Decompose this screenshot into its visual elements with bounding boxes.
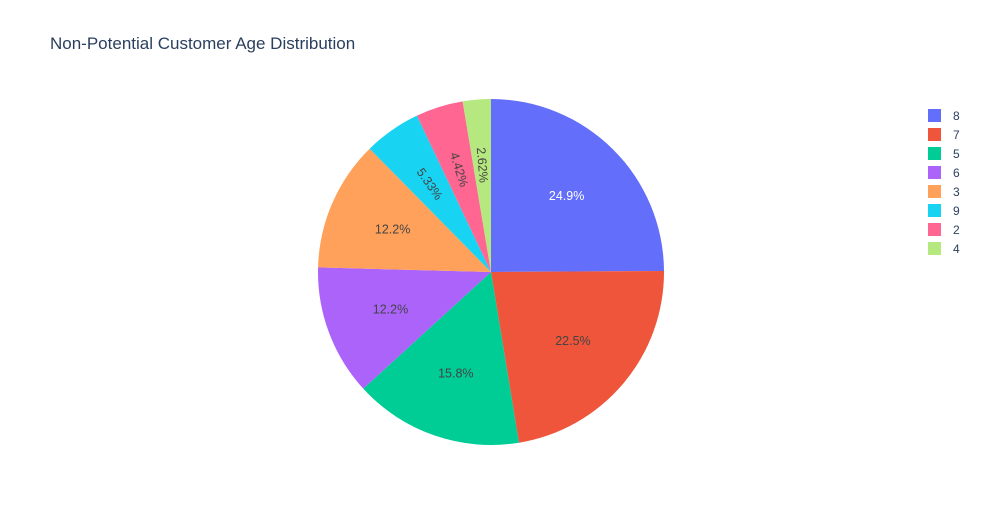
pie-slice-8[interactable]: [491, 98, 664, 272]
legend-swatch: [928, 166, 941, 179]
legend-swatch: [928, 128, 941, 141]
legend-label: 9: [953, 203, 960, 218]
legend-item-7[interactable]: 7: [928, 125, 960, 144]
legend-swatch: [928, 147, 941, 160]
pie-slice-label-5: 15.8%: [438, 366, 473, 380]
legend-label: 3: [953, 184, 960, 199]
pie-slice-label-3: 12.2%: [375, 222, 410, 236]
pie-slice-label-6: 12.2%: [373, 302, 408, 316]
legend-swatch: [928, 185, 941, 198]
legend-item-9[interactable]: 9: [928, 201, 960, 220]
pie-slice-5[interactable]: [363, 272, 519, 445]
pie-slice-3[interactable]: [318, 148, 491, 272]
pie-slice-label-8: 24.9%: [549, 189, 584, 203]
pie-slice-label-7: 22.5%: [555, 334, 590, 348]
legend: 8 7 5 6 3 9 2 4: [928, 106, 960, 258]
legend-item-4[interactable]: 4: [928, 239, 960, 258]
pie-slice-2[interactable]: [416, 101, 491, 272]
legend-item-8[interactable]: 8: [928, 106, 960, 125]
legend-label: 2: [953, 222, 960, 237]
pie-slice-4[interactable]: [462, 99, 491, 272]
pie-slice-label-4: 2.62%: [474, 147, 491, 183]
legend-item-6[interactable]: 6: [928, 163, 960, 182]
pie-slices: [317, 98, 665, 445]
legend-item-2[interactable]: 2: [928, 220, 960, 239]
legend-item-5[interactable]: 5: [928, 144, 960, 163]
legend-swatch: [928, 109, 941, 122]
chart-title: Non-Potential Customer Age Distribution: [50, 34, 356, 53]
legend-item-3[interactable]: 3: [928, 182, 960, 201]
legend-swatch: [928, 204, 941, 217]
pie-slice-6[interactable]: [317, 267, 491, 389]
legend-label: 7: [953, 127, 960, 142]
legend-label: 5: [953, 146, 960, 161]
legend-label: 4: [953, 241, 960, 256]
legend-label: 6: [953, 165, 960, 180]
legend-swatch: [928, 242, 941, 255]
pie-slice-9[interactable]: [369, 115, 491, 272]
pie-slice-7[interactable]: [491, 270, 665, 443]
legend-label: 8: [953, 108, 960, 123]
legend-swatch: [928, 223, 941, 236]
